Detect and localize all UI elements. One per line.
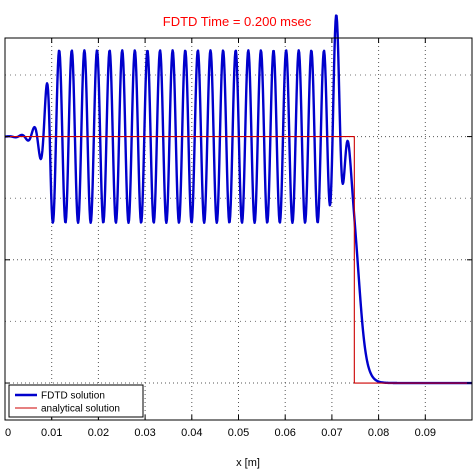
- x-axis-label: x [m]: [236, 457, 260, 469]
- series-layer: [4, 14, 473, 385]
- x-tick-label: 0.01: [41, 427, 62, 439]
- legend-box: [8, 384, 144, 418]
- x-tick-label: 0.08: [368, 427, 389, 439]
- x-tick-label: 0.07: [321, 427, 342, 439]
- axis-ticks: 0 0.01 0.02 0.03 0.04 0.05 0.06 0.07 0.08 0.09: [4, 38, 472, 439]
- legend-entry: analytical solution: [41, 404, 120, 415]
- x-tick-label: 0.02: [88, 427, 109, 439]
- legend-entry: FDTD solution: [41, 391, 105, 402]
- x-tick-label: 0.03: [134, 427, 155, 439]
- x-tick-label: 0: [5, 427, 11, 439]
- x-tick-label: 0.06: [274, 427, 295, 439]
- x-tick-label: 0.05: [228, 427, 249, 439]
- legend: FDTD solution analytical solution: [8, 384, 144, 418]
- x-tick-label: 0.09: [415, 427, 436, 439]
- chart-title: FDTD Time = 0.200 msec: [163, 14, 312, 29]
- series-analytical-line: [5, 136, 472, 384]
- x-tick-label: 0.04: [181, 427, 202, 439]
